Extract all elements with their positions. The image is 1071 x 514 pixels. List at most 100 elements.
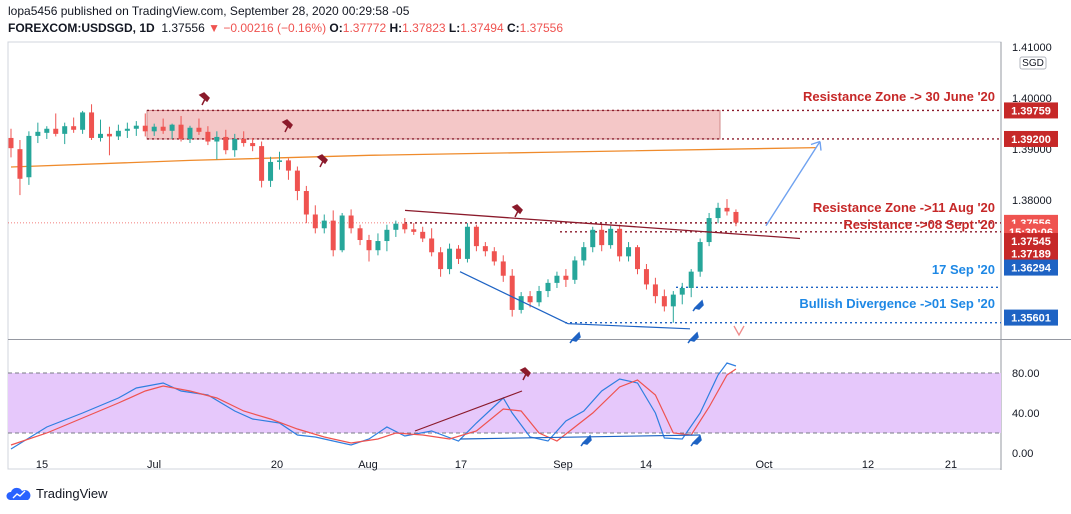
- candle-body: [652, 284, 658, 297]
- time-tick-label: 20: [271, 459, 283, 471]
- candle-body: [402, 223, 408, 230]
- candle-body: [420, 231, 426, 239]
- candle-body: [160, 126, 166, 131]
- symbol-label: FOREXCOM:USDSGD, 1D: [8, 21, 155, 35]
- close-value: 1.37556: [519, 21, 564, 35]
- ohlc-header: FOREXCOM:USDSGD, 1D 1.37556 ▼ −0.00216 (…: [8, 21, 563, 35]
- price-divergence-line: [567, 323, 691, 330]
- candle-body: [250, 143, 256, 147]
- candle-body: [348, 215, 354, 229]
- candle-body: [733, 211, 739, 223]
- candle-body: [527, 296, 533, 303]
- candle-body: [608, 228, 614, 246]
- candle-body: [724, 207, 730, 212]
- candle-body: [196, 127, 202, 132]
- candle-body: [321, 220, 327, 229]
- candle-body: [142, 125, 148, 132]
- open-label: O:: [329, 21, 343, 35]
- price-tag: [1004, 102, 1058, 119]
- candle-body: [500, 261, 506, 276]
- candle-body: [268, 161, 274, 181]
- price-tag: [1004, 233, 1058, 250]
- candle-body: [670, 294, 676, 307]
- open-value: 1.37772: [342, 21, 387, 35]
- candle-body: [393, 223, 399, 230]
- time-tick-label: 17: [455, 459, 467, 471]
- candle-body: [214, 136, 220, 142]
- high-label: H:: [389, 21, 403, 35]
- time-tick-label: 12: [862, 459, 874, 471]
- candle-body: [205, 131, 211, 142]
- oscillator-tick-label: 0.00: [1012, 448, 1033, 460]
- candle-body: [456, 248, 461, 259]
- candle-body: [679, 287, 685, 295]
- candle-body: [473, 226, 479, 247]
- time-tick-label: Aug: [358, 459, 378, 471]
- candle-body: [187, 127, 193, 139]
- price-change: −0.00216 (−0.16%): [223, 21, 327, 35]
- tradingview-logo[interactable]: TradingView: [6, 486, 108, 501]
- candle-body: [44, 128, 50, 133]
- candle-body: [151, 126, 157, 132]
- candle-body: [277, 160, 282, 162]
- candle-body: [715, 207, 721, 219]
- candle-body: [178, 124, 184, 139]
- candle-body: [581, 247, 587, 261]
- candle-body: [429, 238, 435, 253]
- candle-body: [563, 275, 569, 280]
- price-tag-label: 1.36294: [1011, 263, 1052, 275]
- candle-body: [357, 228, 363, 241]
- price-tick-label: 1.40000: [1012, 93, 1052, 105]
- price-tag-label: 1.39200: [1011, 134, 1051, 146]
- candle-body: [617, 228, 623, 257]
- time-tick-label: 14: [640, 459, 652, 471]
- candle-body: [106, 133, 112, 137]
- candle-body: [80, 112, 86, 130]
- candle-body: [518, 296, 524, 310]
- candle-body: [491, 251, 497, 262]
- bearish-marker-icon: [281, 119, 293, 133]
- candle-body: [223, 136, 229, 151]
- projection-arrowhead-icon: [810, 140, 822, 151]
- candle-body: [232, 138, 238, 151]
- resistance-trendline: [404, 209, 801, 240]
- price-tag: [1004, 245, 1058, 262]
- candle-body: [411, 229, 417, 232]
- bullish-marker-icon: [569, 331, 581, 344]
- axis-unit-box: [1019, 56, 1047, 70]
- candle-body: [447, 248, 453, 270]
- time-tick-label: Oct: [755, 459, 772, 471]
- candle-body: [572, 260, 578, 280]
- price-tag: [1004, 259, 1058, 276]
- candle-body: [294, 170, 300, 192]
- bearish-marker-icon: [316, 154, 328, 168]
- time-tick-label: Jul: [147, 459, 161, 471]
- chart-annotation: Resistance Zone -> 30 June '20: [803, 89, 995, 104]
- publisher-line: lopa5456 published on TradingView.com, S…: [8, 4, 410, 18]
- projection-arrow-line: [765, 141, 821, 227]
- candle-body: [17, 149, 23, 179]
- candle-body: [53, 128, 59, 134]
- candle-body: [339, 215, 345, 251]
- bullish-marker-icon: [690, 434, 702, 447]
- time-tick-label: Sep: [553, 459, 573, 471]
- bearish-marker-icon: [198, 92, 210, 106]
- candle-body: [697, 242, 703, 272]
- candle-body: [384, 229, 390, 242]
- price-tag: [1004, 130, 1058, 147]
- price-tag-label: 1.37545: [1011, 236, 1051, 248]
- bullish-marker-icon: [580, 434, 592, 447]
- candle-body: [259, 146, 265, 181]
- oscillator-divergence-line: [459, 434, 701, 440]
- candle-body: [366, 240, 372, 251]
- candle-body: [124, 128, 130, 131]
- close-label: C:: [506, 21, 520, 35]
- bullish-marker-icon: [687, 331, 699, 344]
- candle-body: [545, 282, 551, 292]
- candle-body: [98, 133, 103, 138]
- oscillator-divergence-line: [414, 390, 523, 432]
- axis-unit-label: SGD: [1022, 58, 1044, 69]
- oscillator-tick-label: 40.00: [1012, 408, 1040, 420]
- candle-body: [688, 271, 694, 288]
